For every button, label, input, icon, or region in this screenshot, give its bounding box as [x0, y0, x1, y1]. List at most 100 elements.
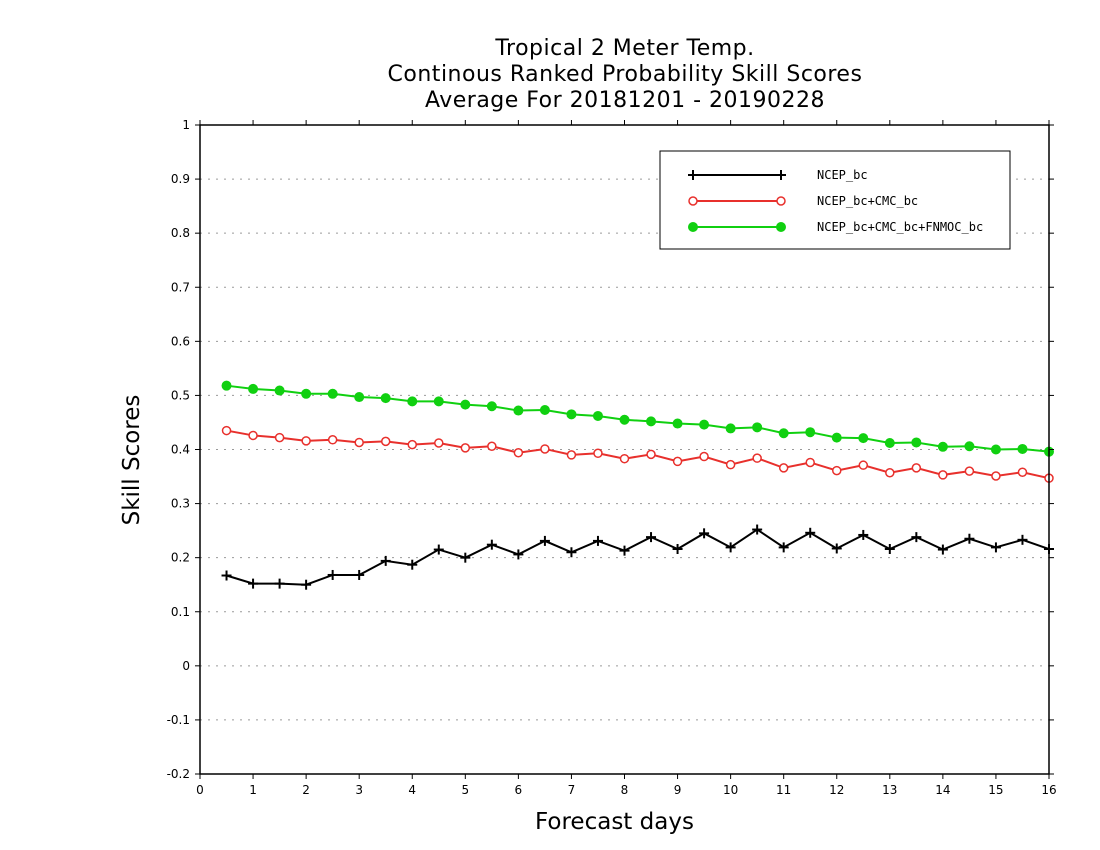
data-point	[354, 392, 365, 403]
y-tick-label: 0.1	[171, 605, 190, 619]
data-point	[778, 542, 789, 553]
grid-lines	[200, 178, 1049, 721]
data-point	[380, 393, 391, 404]
data-point	[858, 529, 869, 540]
data-point	[964, 441, 975, 452]
x-tick-label: 10	[723, 783, 738, 797]
y-tick-label: 0	[182, 659, 190, 673]
legend: NCEP_bc NCEP_bc+CMC_bc NCEP_bc+CMC_bc+FNMO…	[659, 150, 1011, 250]
x-axis: 0 1 2 3 4 5 6 7 8 9 10 11 12 13 14 15 16	[196, 120, 1057, 797]
y-axis-title: Skill Scores	[119, 394, 145, 526]
data-point	[433, 544, 444, 555]
data-point	[911, 463, 922, 473]
data-point	[566, 450, 577, 460]
data-point	[433, 396, 444, 407]
data-point	[221, 570, 232, 581]
data-point	[805, 527, 816, 538]
data-point	[805, 427, 816, 438]
data-point	[380, 436, 391, 447]
data-point	[460, 443, 471, 453]
legend-marker	[776, 196, 786, 206]
legend-marker	[776, 170, 786, 180]
data-point	[964, 466, 975, 476]
x-tick-label: 12	[829, 783, 844, 797]
x-tick-label: 13	[882, 783, 897, 797]
series-group	[221, 380, 1054, 590]
x-tick-label: 2	[302, 783, 310, 797]
x-tick-label: 1	[249, 783, 257, 797]
data-point	[407, 439, 417, 450]
data-point	[221, 425, 232, 436]
y-tick-label: 0.7	[171, 280, 190, 294]
data-point	[274, 432, 285, 443]
data-point	[752, 422, 763, 433]
data-point	[832, 465, 842, 476]
data-point	[486, 539, 497, 550]
data-point	[990, 542, 1001, 553]
legend-marker	[688, 170, 698, 180]
x-tick-label: 7	[568, 783, 576, 797]
y-tick-label: 0.9	[171, 172, 190, 186]
legend-marker	[688, 196, 698, 206]
y-tick-label: 0.2	[171, 551, 190, 565]
y-tick-label: 0.8	[171, 226, 190, 240]
x-tick-label: 9	[674, 783, 682, 797]
series-1	[221, 425, 1054, 483]
data-point	[327, 435, 338, 445]
data-point	[460, 552, 471, 563]
data-point	[248, 430, 258, 441]
data-point	[301, 388, 312, 399]
y-tick-label: -0.2	[167, 767, 190, 781]
data-point	[592, 410, 603, 421]
legend-label: NCEP_bc	[817, 168, 868, 182]
data-point	[513, 447, 524, 458]
data-point	[858, 460, 869, 470]
data-point	[991, 471, 1001, 481]
data-point	[434, 438, 444, 448]
legend-marker	[776, 222, 786, 232]
data-point	[327, 388, 338, 399]
data-point	[699, 528, 710, 539]
data-point	[619, 414, 630, 425]
x-tick-label: 5	[461, 783, 469, 797]
x-tick-label: 15	[988, 783, 1003, 797]
data-point	[566, 547, 577, 558]
legend-marker	[688, 222, 698, 232]
chart-subtitle: Continous Ranked Probability Skill Score…	[387, 62, 863, 87]
data-point	[805, 457, 815, 468]
data-point	[884, 544, 895, 555]
y-tick-label: -0.1	[167, 713, 190, 727]
data-point	[619, 545, 630, 556]
series-0	[221, 524, 1054, 590]
data-point	[301, 579, 312, 590]
series-line	[226, 528, 1050, 586]
y-tick-label: 0.5	[171, 388, 190, 402]
data-point	[672, 544, 683, 555]
data-point	[460, 399, 471, 410]
data-point	[672, 418, 683, 429]
data-point	[1017, 467, 1028, 477]
data-point	[646, 532, 657, 543]
data-point	[380, 555, 391, 566]
data-point	[938, 470, 948, 480]
data-point	[593, 448, 603, 459]
data-point	[540, 444, 550, 454]
data-point	[354, 569, 365, 580]
data-point	[248, 578, 259, 589]
data-point	[831, 543, 842, 554]
data-point	[725, 423, 736, 434]
data-point	[566, 409, 577, 420]
data-point	[858, 433, 869, 444]
data-point	[539, 535, 550, 546]
data-point	[778, 428, 789, 439]
data-point	[274, 578, 285, 589]
y-axis: -0.2 -0.1 0 0.1 0.2 0.3 0.4 0.5 0.6 0.7 0.8 0.9 1	[167, 118, 1054, 781]
legend-label: NCEP_bc+CMC_bc+FNMOC_bc	[817, 220, 983, 234]
data-point	[274, 385, 285, 396]
x-tick-label: 4	[408, 783, 416, 797]
data-point	[486, 401, 497, 412]
data-point	[911, 532, 922, 543]
data-point	[725, 459, 736, 470]
x-tick-label: 0	[196, 783, 204, 797]
